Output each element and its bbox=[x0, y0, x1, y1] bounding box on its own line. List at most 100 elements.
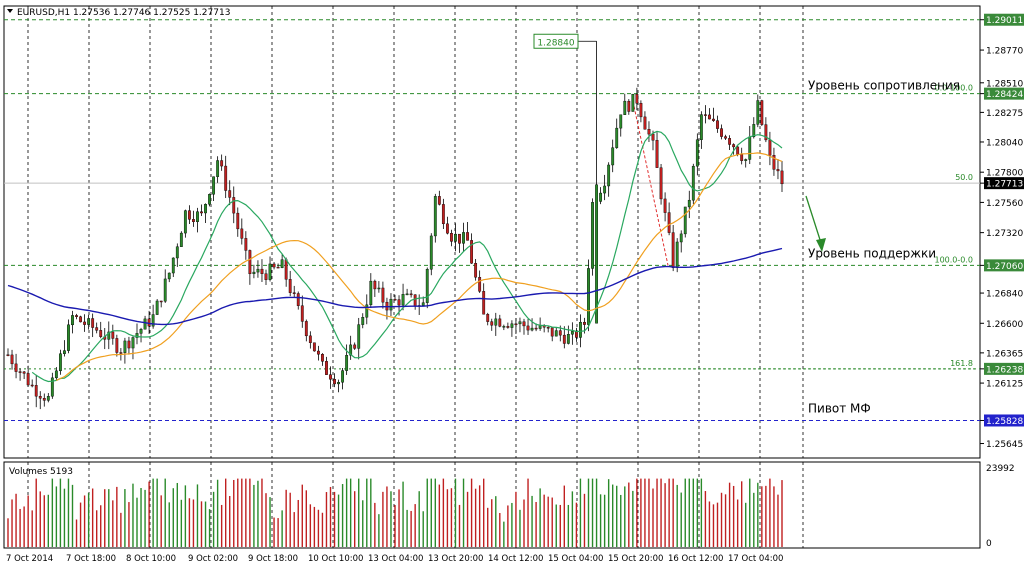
candle[interactable] bbox=[595, 41, 598, 324]
candle[interactable] bbox=[724, 134, 727, 140]
candle[interactable] bbox=[486, 312, 490, 326]
candle[interactable] bbox=[518, 317, 522, 333]
candle[interactable] bbox=[647, 121, 651, 142]
candle[interactable] bbox=[562, 326, 566, 349]
candle[interactable] bbox=[26, 365, 30, 387]
candle[interactable] bbox=[389, 293, 393, 317]
candle[interactable] bbox=[236, 207, 240, 237]
candle[interactable] bbox=[679, 230, 683, 253]
candle[interactable] bbox=[79, 315, 82, 323]
candle[interactable] bbox=[30, 379, 34, 388]
candle[interactable] bbox=[18, 368, 22, 381]
candle[interactable] bbox=[780, 161, 784, 193]
candle[interactable] bbox=[659, 163, 663, 205]
candle[interactable] bbox=[405, 288, 409, 296]
candle[interactable] bbox=[607, 162, 611, 197]
candle[interactable] bbox=[478, 270, 482, 293]
candle[interactable] bbox=[377, 281, 381, 293]
candle[interactable] bbox=[10, 349, 14, 370]
candle[interactable] bbox=[321, 353, 324, 366]
candle[interactable] bbox=[204, 203, 207, 223]
candle[interactable] bbox=[490, 318, 494, 331]
candle[interactable] bbox=[522, 318, 526, 335]
candle[interactable] bbox=[381, 281, 385, 309]
candle[interactable] bbox=[708, 108, 711, 120]
candle[interactable] bbox=[333, 373, 336, 388]
candle[interactable] bbox=[91, 313, 95, 338]
candle[interactable] bbox=[732, 143, 736, 155]
candle[interactable] bbox=[441, 198, 445, 230]
candle[interactable] bbox=[631, 93, 635, 112]
candle[interactable] bbox=[208, 193, 211, 207]
candle[interactable] bbox=[728, 135, 732, 151]
candle[interactable] bbox=[67, 319, 70, 354]
candle[interactable] bbox=[353, 342, 357, 350]
candle[interactable] bbox=[87, 314, 91, 330]
candle[interactable] bbox=[437, 190, 441, 206]
candle[interactable] bbox=[752, 117, 756, 139]
candle[interactable] bbox=[643, 111, 647, 130]
candle[interactable] bbox=[458, 233, 461, 253]
candle[interactable] bbox=[655, 132, 659, 168]
candle[interactable] bbox=[361, 313, 365, 329]
candle[interactable] bbox=[280, 253, 284, 269]
candle[interactable] bbox=[687, 190, 691, 219]
candle[interactable] bbox=[716, 115, 719, 133]
candle[interactable] bbox=[671, 224, 675, 272]
candle[interactable] bbox=[50, 372, 54, 399]
candle[interactable] bbox=[445, 216, 449, 235]
candle[interactable] bbox=[409, 289, 413, 298]
candle[interactable] bbox=[95, 322, 99, 334]
candle[interactable] bbox=[111, 324, 115, 345]
candle[interactable] bbox=[248, 249, 252, 285]
candle[interactable] bbox=[550, 327, 554, 342]
candle[interactable] bbox=[196, 207, 199, 233]
candle[interactable] bbox=[159, 300, 163, 308]
candle[interactable] bbox=[433, 193, 437, 243]
candle[interactable] bbox=[22, 370, 26, 380]
candle[interactable] bbox=[635, 87, 639, 111]
candle[interactable] bbox=[200, 204, 203, 217]
candle[interactable] bbox=[268, 256, 272, 282]
candle[interactable] bbox=[667, 202, 671, 236]
candle[interactable] bbox=[546, 326, 550, 333]
candle[interactable] bbox=[772, 147, 776, 176]
candle[interactable] bbox=[272, 262, 276, 270]
candle[interactable] bbox=[288, 270, 292, 297]
candle[interactable] bbox=[264, 269, 268, 285]
ma-mid-line[interactable] bbox=[56, 152, 783, 381]
candle[interactable] bbox=[308, 331, 312, 349]
candle[interactable] bbox=[454, 223, 457, 252]
candle[interactable] bbox=[260, 259, 264, 282]
candle[interactable] bbox=[337, 379, 340, 393]
candle[interactable] bbox=[554, 326, 558, 337]
candle[interactable] bbox=[506, 322, 510, 329]
candle[interactable] bbox=[639, 100, 643, 123]
candle[interactable] bbox=[183, 209, 187, 238]
candle[interactable] bbox=[691, 163, 695, 205]
candle[interactable] bbox=[115, 334, 119, 357]
candle[interactable] bbox=[34, 374, 38, 408]
candle[interactable] bbox=[514, 317, 518, 334]
candle[interactable] bbox=[300, 295, 304, 328]
candle[interactable] bbox=[623, 93, 627, 115]
candle[interactable] bbox=[325, 356, 328, 376]
candle[interactable] bbox=[611, 139, 615, 173]
candle[interactable] bbox=[224, 155, 228, 199]
candle[interactable] bbox=[393, 294, 397, 301]
candle[interactable] bbox=[216, 156, 220, 183]
candle[interactable] bbox=[591, 198, 594, 276]
candle[interactable] bbox=[14, 353, 18, 379]
candle[interactable] bbox=[566, 325, 570, 345]
candle[interactable] bbox=[187, 205, 191, 225]
candle[interactable] bbox=[341, 368, 345, 390]
candle[interactable] bbox=[429, 233, 433, 276]
ma-slow-line[interactable] bbox=[7, 247, 783, 326]
candle[interactable] bbox=[46, 393, 50, 403]
candle[interactable] bbox=[304, 319, 308, 342]
menu-triangle-icon[interactable] bbox=[7, 9, 13, 13]
candle[interactable] bbox=[615, 118, 619, 149]
candle[interactable] bbox=[179, 231, 183, 247]
candle[interactable] bbox=[139, 327, 143, 343]
candle[interactable] bbox=[71, 310, 74, 334]
